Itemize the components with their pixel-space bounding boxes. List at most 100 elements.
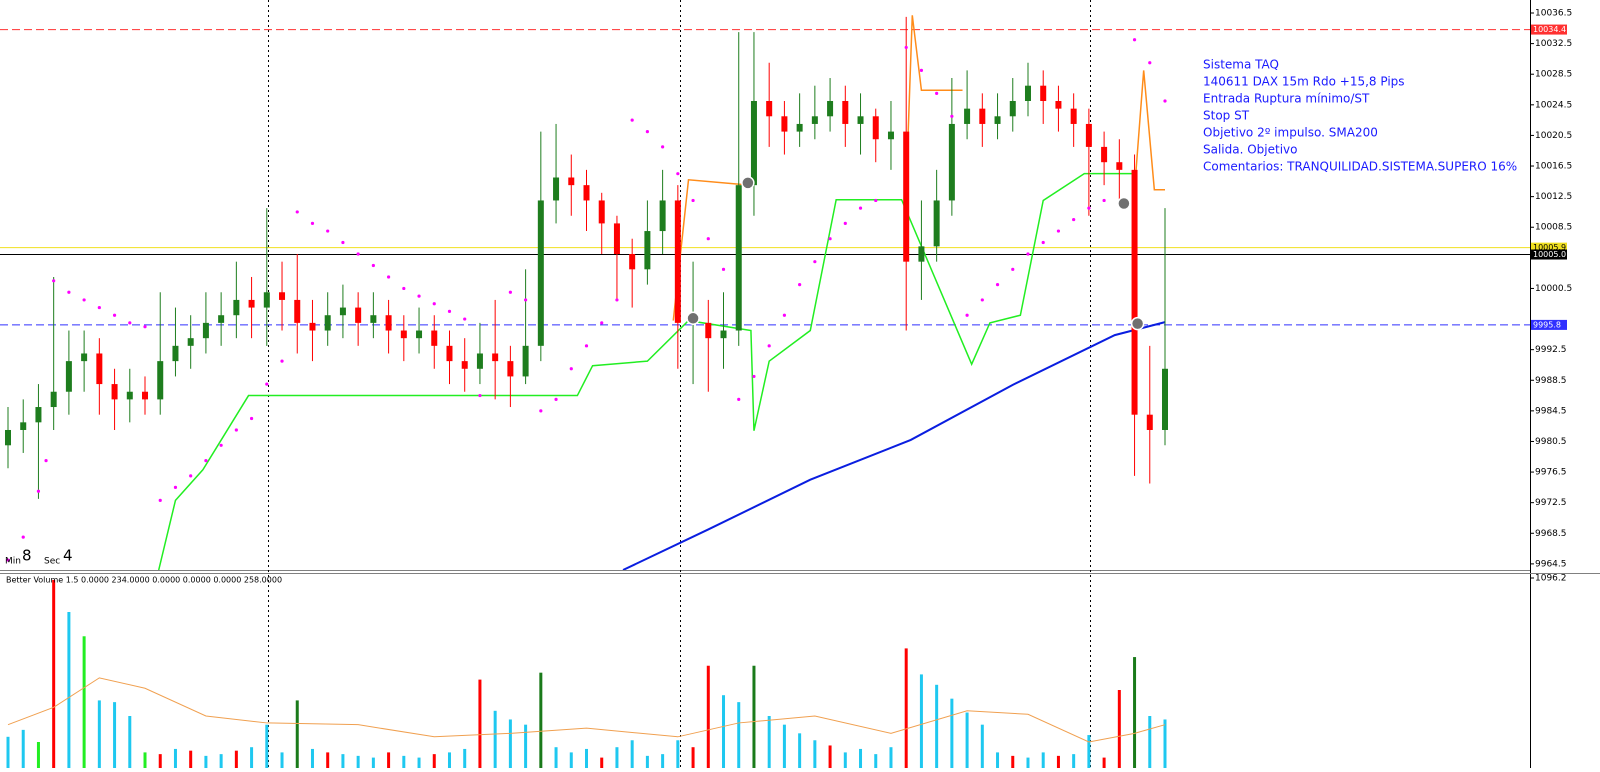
candle-body — [659, 200, 666, 232]
volume-bar — [387, 752, 391, 768]
sar-dot — [554, 397, 558, 401]
volume-bar — [661, 754, 665, 768]
candle-body — [674, 200, 681, 323]
sar-dot — [295, 210, 299, 214]
volume-bar — [1148, 716, 1152, 768]
volume-bar — [341, 754, 345, 768]
y-tick-label: 9964.5 — [1535, 559, 1567, 569]
sar-dot — [524, 298, 528, 302]
volume-bar — [402, 755, 406, 768]
volume-title: Better Volume 1.5 0.0000 234.0000 0.0000… — [6, 576, 282, 585]
sar-dot — [158, 498, 162, 502]
sar-dot — [539, 409, 543, 413]
sar-dot — [143, 325, 147, 329]
y-tick-label: 9972.5 — [1535, 498, 1567, 508]
sar-dot — [310, 221, 315, 226]
sar-dot — [341, 240, 345, 245]
candle-body — [1040, 85, 1047, 101]
volume-bar — [158, 754, 162, 768]
candle-body — [157, 361, 164, 400]
sar-dot — [402, 286, 406, 291]
sar-dot — [676, 172, 680, 176]
candle-body — [918, 246, 925, 262]
candle-body — [842, 100, 849, 124]
sar-dot — [1148, 61, 1152, 65]
candle-body — [750, 100, 757, 186]
sar-dot — [1056, 229, 1061, 233]
sar-dot — [417, 294, 421, 298]
sar-dot — [508, 290, 512, 294]
sar-dot — [737, 397, 741, 401]
volume-bar — [539, 672, 543, 768]
volume-bar — [6, 736, 10, 768]
sar-dot — [249, 416, 254, 421]
candle-body — [1070, 108, 1077, 124]
volume-bar — [1056, 755, 1060, 768]
candle-body — [903, 131, 910, 262]
sar-dot — [371, 263, 375, 268]
candle-body — [233, 299, 240, 316]
candle-body — [218, 315, 225, 323]
candle-body — [126, 391, 133, 400]
volume-bar — [219, 754, 223, 768]
volume-bar — [1072, 754, 1076, 768]
sar-dot — [630, 118, 634, 122]
volume-bar — [234, 750, 238, 768]
session-separators — [268, 0, 1091, 768]
candle-body — [81, 353, 88, 362]
y-tick-label: 10016.5 — [1535, 162, 1572, 172]
volume-bar — [478, 679, 482, 768]
candle-body — [446, 345, 453, 362]
volume-bar — [874, 754, 878, 768]
volume-bar — [798, 733, 802, 768]
volume-bar — [950, 698, 954, 768]
sar-dot — [1072, 217, 1076, 222]
sar-dot — [478, 393, 482, 398]
candle-body — [248, 299, 255, 308]
price-label-box — [1531, 24, 1567, 35]
sar-dot — [752, 374, 756, 379]
volume-bar — [326, 752, 330, 768]
volume-bar — [128, 716, 132, 768]
y-tick-label: 10024.5 — [1535, 100, 1572, 110]
candle-body — [994, 116, 1001, 124]
price-label-box — [1531, 242, 1567, 253]
volume-bar — [447, 752, 451, 768]
candle-body — [20, 422, 27, 430]
sar-dot — [935, 91, 939, 95]
volume-bar — [280, 752, 284, 768]
sar-dot — [721, 267, 726, 271]
sar-dot — [52, 279, 56, 283]
volume-bar — [204, 755, 208, 768]
volume-bar — [1026, 757, 1030, 768]
volume-bar — [1011, 755, 1015, 768]
volume-bar — [295, 700, 299, 768]
y-tick-label: 10032.5 — [1535, 39, 1572, 49]
price-label-box — [1531, 319, 1567, 330]
trade-marker — [1130, 316, 1145, 331]
sar-dot — [995, 283, 1000, 287]
sar-dot — [386, 275, 391, 279]
sar-dot — [1163, 99, 1167, 103]
candle-body — [979, 108, 986, 124]
volume-bar — [250, 747, 254, 768]
sar-dot — [1041, 240, 1045, 245]
trade-marker — [686, 311, 700, 326]
candle-body — [202, 322, 209, 339]
sar-dot — [112, 313, 117, 317]
sar-dot — [173, 485, 178, 489]
annotation-line: Entrada Ruptura mínimo/ST — [1203, 92, 1370, 106]
sar-dot — [661, 145, 665, 149]
candle-body — [142, 391, 149, 400]
candle-body — [35, 407, 42, 423]
volume-bar — [859, 748, 863, 768]
sma-line — [622, 321, 1166, 570]
candle-body — [309, 322, 316, 331]
volume-bar — [356, 755, 360, 768]
sar-dot — [97, 305, 101, 310]
volume-bar — [889, 747, 893, 768]
candle-body — [887, 131, 894, 140]
candle-body — [507, 361, 514, 377]
price-label-box — [1531, 249, 1567, 260]
timer-sec-label: Sec — [44, 557, 60, 567]
